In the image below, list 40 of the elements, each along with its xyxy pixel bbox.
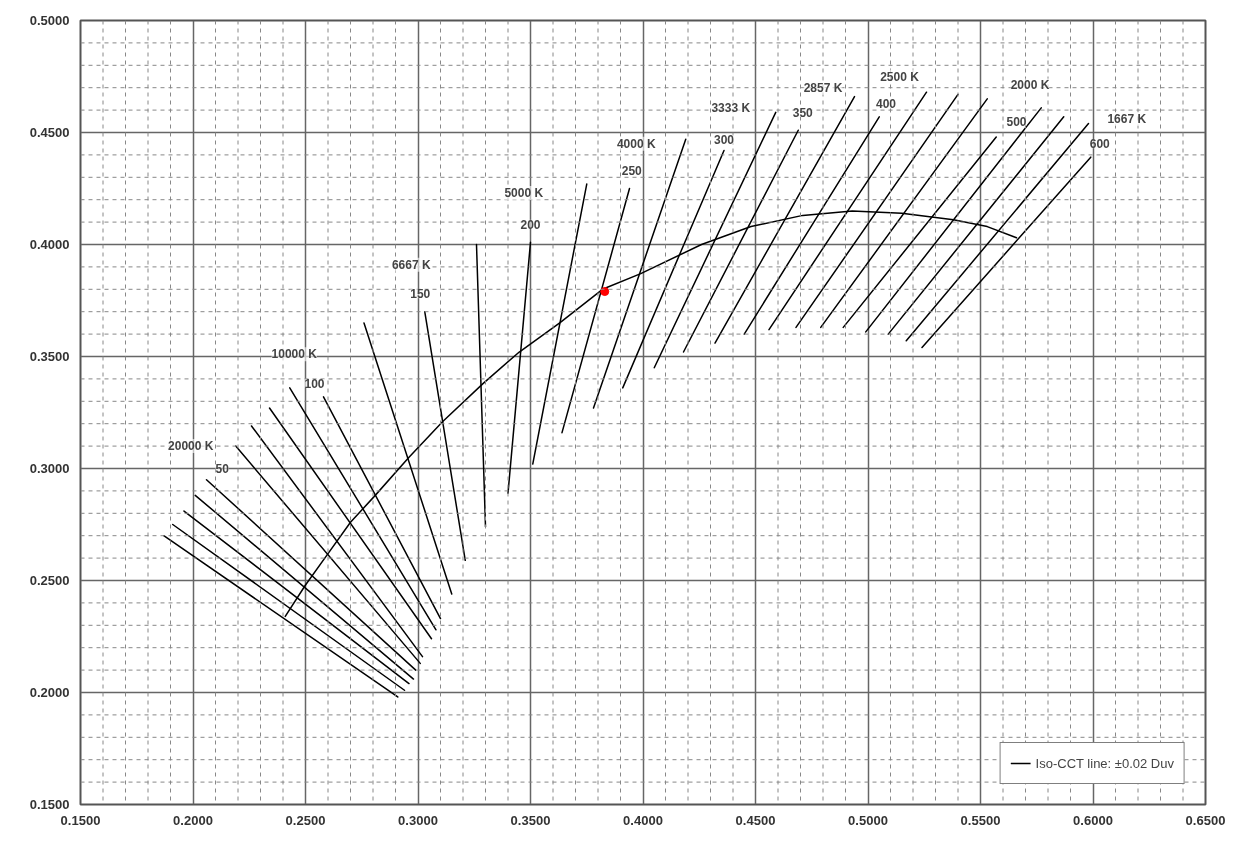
annotation: 350 bbox=[792, 105, 814, 120]
x-tick-label: 0.6000 bbox=[1073, 812, 1113, 828]
x-tick-label: 0.4500 bbox=[735, 812, 776, 828]
y-tick-label: 0.1500 bbox=[29, 797, 70, 812]
annotation: 6667 K bbox=[391, 257, 431, 272]
x-tick-label: 0.2500 bbox=[285, 812, 326, 828]
annotation: 400 bbox=[875, 96, 897, 111]
legend-label: Iso-CCT line: ±0.02 Duv bbox=[1035, 755, 1174, 771]
annotation: 150 bbox=[410, 287, 431, 302]
y-tick-label: 0.4000 bbox=[29, 237, 70, 252]
y-tick-label: 0.2500 bbox=[29, 573, 70, 588]
x-tick-label: 0.6500 bbox=[1185, 812, 1226, 828]
y-tick-label: 0.4500 bbox=[29, 125, 70, 140]
annotation: 2500 K bbox=[880, 69, 920, 84]
annotation: 100 bbox=[304, 376, 325, 391]
annotation: 50 bbox=[215, 462, 230, 476]
x-tick-label: 0.4000 bbox=[623, 812, 663, 828]
annotation: 300 bbox=[713, 132, 735, 147]
annotation: 2000 K bbox=[1010, 78, 1050, 93]
annotation: 20000 K bbox=[168, 439, 214, 454]
annotation: 500 bbox=[1006, 114, 1027, 129]
y-tick-label: 0.3000 bbox=[29, 461, 70, 476]
x-tick-label: 0.5000 bbox=[848, 812, 888, 828]
annotation: 1667 K bbox=[1107, 112, 1147, 127]
annotation: 5000 K bbox=[504, 185, 544, 200]
annotation: 250 bbox=[621, 164, 643, 179]
y-tick-label: 0.3500 bbox=[29, 349, 70, 364]
x-tick-label: 0.1500 bbox=[60, 812, 101, 828]
annotation: 200 bbox=[520, 217, 541, 232]
annotation: 4000 K bbox=[616, 136, 656, 151]
x-tick-label: 0.3000 bbox=[398, 812, 438, 828]
y-tick-label: 0.5000 bbox=[29, 13, 70, 28]
x-tick-label: 0.3500 bbox=[510, 812, 551, 828]
x-tick-label: 0.2000 bbox=[173, 812, 213, 828]
annotation: 600 bbox=[1089, 137, 1111, 152]
annotation: 10000 K bbox=[271, 347, 318, 362]
annotation: 3333 K bbox=[711, 100, 751, 115]
x-tick-label: 0.5500 bbox=[960, 812, 1001, 828]
annotation: 2857 K bbox=[803, 80, 843, 95]
y-tick-label: 0.2000 bbox=[29, 685, 70, 700]
